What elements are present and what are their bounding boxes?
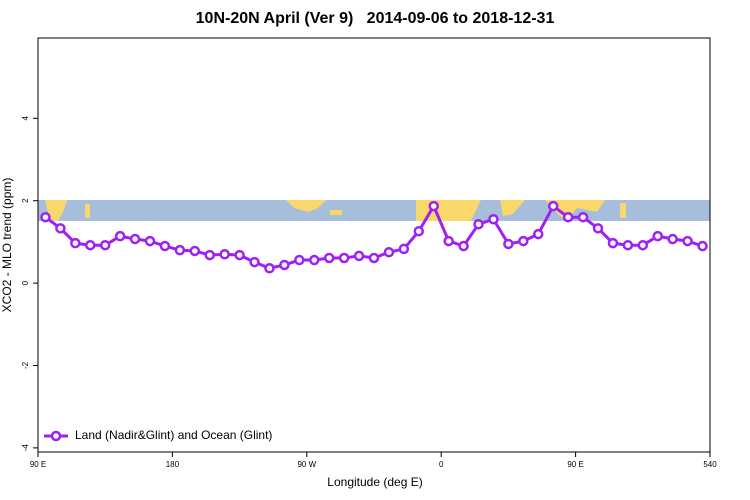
point [413, 225, 425, 237]
point [518, 235, 529, 247]
point [607, 237, 619, 249]
y-tick-label: -2 [21, 361, 30, 369]
point [99, 239, 111, 251]
y-tick-label: -4 [21, 444, 30, 452]
point [264, 263, 275, 274]
point [114, 230, 126, 242]
x-axis-label: Longitude (deg E) [327, 475, 422, 489]
y-tick-label: 4 [21, 116, 30, 121]
point [398, 243, 410, 255]
y-tick-label: 0 [21, 280, 30, 285]
point [443, 235, 454, 247]
point [592, 223, 604, 234]
point [577, 211, 589, 223]
point [488, 214, 499, 225]
point [368, 252, 380, 264]
point [458, 240, 469, 252]
point [533, 228, 544, 240]
point [652, 230, 663, 242]
point [129, 233, 141, 245]
x-tick-label: 90 E [567, 460, 583, 469]
point [249, 256, 260, 268]
point [667, 233, 678, 245]
x-tick-label: 540 [703, 460, 717, 469]
point [144, 235, 156, 247]
x-tick-label: 90 E [30, 460, 46, 469]
point [562, 211, 574, 223]
point [159, 240, 171, 252]
point [279, 259, 290, 271]
point [338, 252, 350, 264]
point [323, 252, 335, 264]
point [189, 245, 201, 257]
point [473, 218, 484, 230]
legend-label: Land (Nadir&Glint) and Ocean (Glint) [75, 428, 272, 442]
point [294, 254, 305, 266]
chart-title: 10N-20N April (Ver 9) 2014-09-06 to 2018… [196, 10, 555, 27]
y-axis-label: XCO2 - MLO trend (ppm) [0, 178, 14, 313]
point [85, 239, 96, 251]
point [309, 254, 320, 266]
y-tick-label: 2 [21, 198, 30, 203]
x-tick-label: 180 [166, 460, 180, 469]
point [70, 237, 81, 249]
point [234, 249, 245, 261]
plot-frame [37, 37, 711, 453]
point [682, 235, 693, 247]
point [697, 240, 708, 252]
x-tick-label: 90 W [297, 460, 316, 469]
point [622, 239, 634, 251]
point [503, 238, 514, 250]
point [204, 249, 215, 261]
legend-marker [50, 430, 62, 442]
x-tick-label: 0 [439, 460, 444, 469]
point [219, 249, 230, 260]
point [55, 223, 66, 234]
point [637, 239, 649, 251]
point [40, 211, 51, 223]
point [428, 200, 439, 212]
point [174, 244, 186, 256]
point [383, 246, 395, 258]
point [353, 250, 365, 262]
map-strip [38, 200, 710, 221]
point [547, 200, 559, 212]
